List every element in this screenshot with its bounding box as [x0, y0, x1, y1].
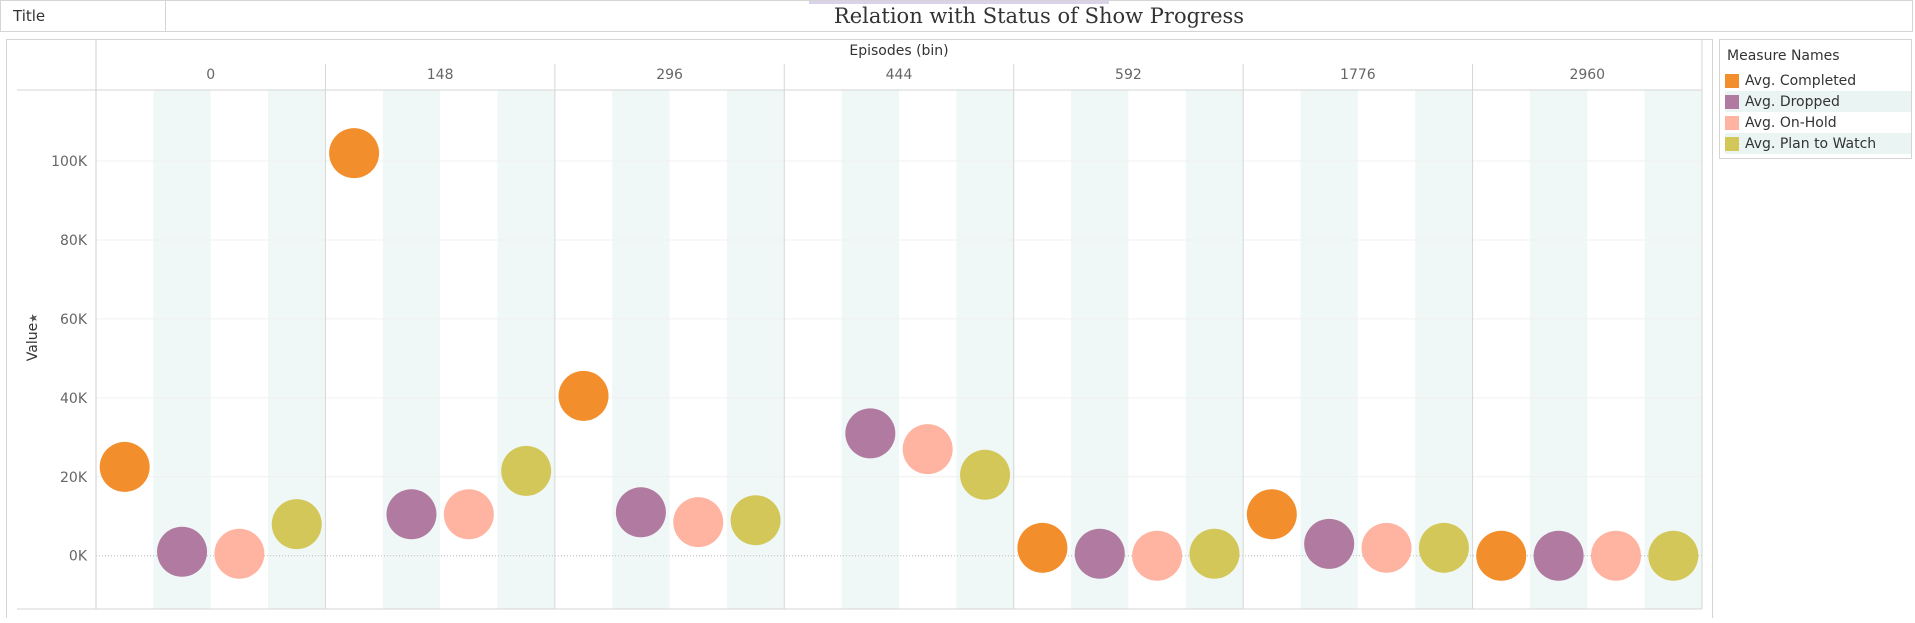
data-point-avg-on-hold[interactable] — [1132, 530, 1183, 581]
legend-swatch-dropped — [1725, 94, 1739, 109]
band-shading — [497, 90, 555, 609]
band-shading — [1415, 90, 1473, 609]
legend: Measure Names Avg. Completed Avg. Droppe… — [1719, 39, 1912, 159]
data-point-avg-completed[interactable] — [1476, 530, 1527, 581]
data-point-avg-plan-to-watch[interactable] — [1418, 522, 1469, 573]
legend-title: Measure Names — [1727, 48, 1840, 64]
legend-swatch-completed — [1725, 73, 1739, 88]
data-point-avg-plan-to-watch[interactable] — [730, 495, 781, 546]
y-tick-label: 20K — [60, 470, 88, 486]
data-point-avg-completed[interactable] — [558, 370, 609, 421]
band-shading — [1529, 90, 1588, 609]
x-axis-title: Episodes (bin) — [849, 43, 948, 59]
legend-item-dropped[interactable]: Avg. Dropped — [1725, 91, 1911, 112]
chart-frame: Episodes (bin) 0 148 296 444 592 1776 2960 0K 20K… — [6, 39, 1713, 618]
data-point-avg-dropped[interactable] — [615, 487, 666, 538]
band-shading — [841, 90, 899, 609]
legend-label: Avg. Plan to Watch — [1745, 135, 1877, 152]
legend-item-plan-to-watch[interactable]: Avg. Plan to Watch — [1725, 133, 1911, 154]
data-point-avg-plan-to-watch[interactable] — [1648, 530, 1699, 581]
band-shading — [956, 90, 1014, 609]
title-accent-bar — [809, 1, 1109, 4]
x-category-label: 0 — [206, 67, 215, 83]
chart-title: Relation with Status of Show Progress — [833, 4, 1245, 28]
y-tick-label: 60K — [60, 312, 88, 328]
legend-swatch-on-hold — [1725, 115, 1739, 130]
legend-item-on-hold[interactable]: Avg. On-Hold — [1725, 112, 1911, 133]
data-point-avg-on-hold[interactable] — [902, 424, 953, 475]
data-point-avg-plan-to-watch[interactable] — [271, 499, 322, 550]
data-point-avg-on-hold[interactable] — [214, 528, 265, 579]
legend-label: Avg. On-Hold — [1745, 114, 1837, 131]
pin-icon: ★ — [27, 313, 40, 323]
data-point-avg-dropped[interactable] — [1304, 518, 1355, 569]
y-axis-title: Value — [25, 323, 41, 361]
data-point-avg-dropped[interactable] — [845, 408, 896, 459]
y-tick-label: 40K — [60, 391, 88, 407]
data-point-avg-completed[interactable] — [99, 441, 150, 492]
x-category-label: 1776 — [1340, 67, 1376, 83]
data-point-avg-on-hold[interactable] — [443, 489, 494, 540]
x-category-label: 148 — [427, 67, 454, 83]
x-category-label: 296 — [656, 67, 683, 83]
band-shading — [1644, 90, 1702, 609]
data-point-avg-on-hold[interactable] — [673, 497, 724, 548]
x-category-label: 444 — [886, 67, 913, 83]
data-point-avg-plan-to-watch[interactable] — [1189, 528, 1240, 579]
x-category-label: 592 — [1115, 67, 1142, 83]
data-point-avg-on-hold[interactable] — [1361, 522, 1412, 573]
data-point-avg-dropped[interactable] — [386, 489, 437, 540]
legend-label: Avg. Dropped — [1745, 93, 1840, 110]
y-tick-label: 0K — [69, 549, 88, 565]
legend-swatch-plan-to-watch — [1725, 136, 1739, 151]
y-tick-label: 80K — [60, 233, 88, 249]
chart-svg[interactable]: Episodes (bin) 0 148 296 444 592 1776 2960 0K 20K… — [7, 40, 1714, 619]
legend-item-completed[interactable]: Avg. Completed — [1725, 70, 1911, 91]
data-point-avg-completed[interactable] — [329, 128, 380, 179]
data-point-avg-completed[interactable] — [1017, 522, 1068, 573]
legend-label: Avg. Completed — [1745, 72, 1857, 89]
title-tab[interactable]: Title — [1, 1, 166, 31]
data-point-avg-dropped[interactable] — [1533, 530, 1584, 581]
data-point-avg-completed[interactable] — [1246, 489, 1297, 540]
band-shading — [1185, 90, 1244, 609]
band-shading — [1071, 90, 1129, 609]
data-point-avg-plan-to-watch[interactable] — [960, 449, 1011, 500]
title-bar: Title Relation with Status of Show Progr… — [0, 0, 1913, 32]
data-point-avg-plan-to-watch[interactable] — [501, 445, 552, 496]
band-shading — [153, 90, 211, 609]
x-category-label: 2960 — [1569, 67, 1605, 83]
data-point-avg-on-hold[interactable] — [1590, 530, 1641, 581]
data-point-avg-dropped[interactable] — [1074, 528, 1125, 579]
data-point-avg-dropped[interactable] — [157, 526, 208, 577]
y-tick-label: 100K — [51, 154, 88, 170]
